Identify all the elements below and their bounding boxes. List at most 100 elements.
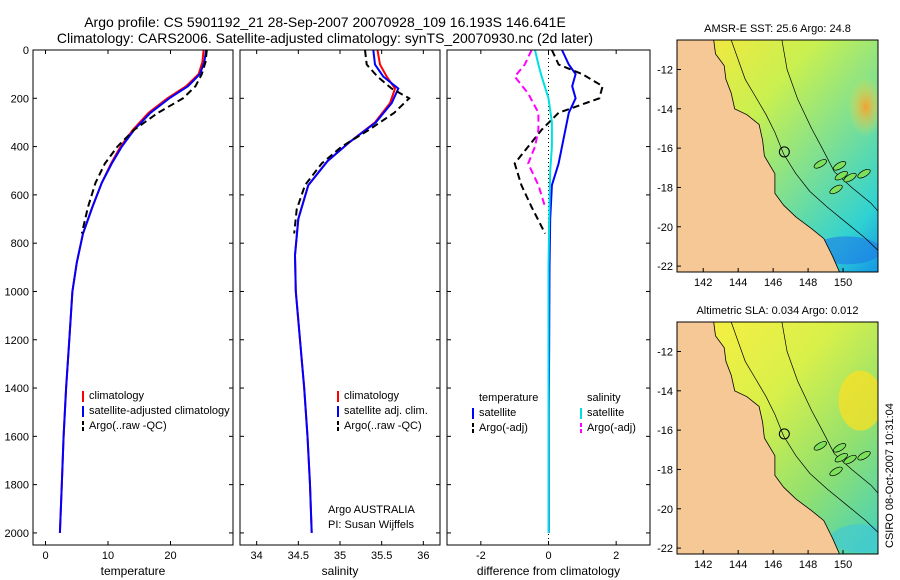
x-axis-label: difference from climatology <box>477 564 620 578</box>
series-line-salinity-satellite <box>534 49 553 533</box>
y-tick-label: 1000 <box>5 286 29 298</box>
legend-entry: satellite <box>479 407 516 419</box>
lon-tick-label: 148 <box>799 559 817 571</box>
x-axis-label: temperature <box>101 564 166 578</box>
map-title: AMSR-E SST: 25.6 Argo: 24.8 <box>704 23 851 35</box>
lon-tick-label: 146 <box>764 277 782 289</box>
axes-frame <box>32 49 234 546</box>
y-tick-label: 1800 <box>5 480 29 492</box>
x-tick-label: 10 <box>102 550 114 562</box>
legend-entry: Argo(-adj) <box>587 422 636 434</box>
reef-outline <box>857 168 871 179</box>
reef-outline <box>832 443 847 453</box>
reef-outline <box>832 161 847 171</box>
lat-tick-label: -16 <box>657 143 673 155</box>
x-tick-label: 36 <box>417 550 429 562</box>
x-tick-label: 2 <box>613 550 619 562</box>
x-tick-label: 34 <box>251 550 263 562</box>
lon-tick-label: 148 <box>799 277 817 289</box>
reef-outline <box>834 170 848 181</box>
map-panel-1: 142 144 146 148 150 -12 -14 -16 -18 -20 -22 AMSR-E … <box>657 23 879 289</box>
reef-outline <box>843 454 857 465</box>
plot-title-line1: Argo profile: CS 5901192_21 28-Sep-2007 … <box>84 14 566 30</box>
reef-outline <box>829 184 843 195</box>
isobath-deep <box>781 40 878 212</box>
legend-entry: Argo(..raw -QC) <box>89 420 167 432</box>
reef-outline <box>834 452 848 463</box>
isobath-shelf <box>730 322 878 533</box>
y-tick-label: 400 <box>11 142 29 154</box>
reef-outline <box>829 466 843 477</box>
y-tick-label: 1600 <box>5 431 29 443</box>
x-tick-label: 0 <box>545 550 551 562</box>
series-line-satellite-adjusted-climatology <box>58 49 208 533</box>
lon-tick-label: 150 <box>834 277 852 289</box>
x-axis-label: salinity <box>322 564 359 578</box>
lat-tick-label: -16 <box>657 425 673 437</box>
x-tick-label: 0 <box>42 550 48 562</box>
legend-entry: climatology <box>344 390 400 402</box>
land-mass <box>677 40 840 272</box>
legend-entry: climatology <box>89 390 145 402</box>
plot-title-line2: Climatology: CARS2006. Satellite-adjuste… <box>56 30 594 46</box>
lat-tick-label: -22 <box>657 543 673 555</box>
lat-tick-label: -20 <box>657 504 673 516</box>
lon-tick-label: 144 <box>729 559 747 571</box>
legend-entry: satellite-adjusted climatology <box>89 405 230 417</box>
y-tick-label: 0 <box>23 45 29 57</box>
map-frame <box>676 321 879 555</box>
y-tick-label: 800 <box>11 238 29 250</box>
series-line-climatology <box>58 49 205 533</box>
map-title: Altimetric SLA: 0.034 Argo: 0.012 <box>696 305 858 317</box>
lon-tick-label: 150 <box>834 559 852 571</box>
profile-panel-3: -2 0 2 difference from climatology temperatu… <box>446 49 651 578</box>
series-line-temperature-argo-adj- <box>513 49 604 234</box>
axes-frame <box>239 49 441 546</box>
profile-panel-1: 0 10 2002004006008001000120014001600180020… <box>5 45 234 578</box>
sla-low <box>830 524 878 553</box>
y-tick-label: 600 <box>11 190 29 202</box>
reef-outline <box>813 159 827 169</box>
legend-entry: Argo(-adj) <box>479 422 528 434</box>
lon-tick-label: 142 <box>694 277 712 289</box>
lat-tick-label: -12 <box>657 64 673 76</box>
legend-entry: Argo(..raw -QC) <box>344 420 422 432</box>
lat-tick-label: -20 <box>657 222 673 234</box>
x-tick-label: 20 <box>164 550 176 562</box>
series-line-argo-raw-qc- <box>293 49 411 234</box>
lat-tick-label: -18 <box>657 464 673 476</box>
x-tick-label: 35.5 <box>371 550 392 562</box>
reef-outline <box>843 172 857 183</box>
reef-outline <box>813 441 827 451</box>
legend-group-title: salinity <box>587 392 621 404</box>
lat-tick-label: -14 <box>657 386 673 398</box>
lon-tick-label: 144 <box>729 277 747 289</box>
csiro-timestamp: CSIRO 08-Oct-2007 10:31:04 <box>884 403 896 548</box>
argo-float-marker <box>778 146 790 158</box>
x-tick-label: 35 <box>334 550 346 562</box>
panel-annotation: PI: Susan Wijffels <box>328 519 414 531</box>
x-tick-label: 34.5 <box>288 550 309 562</box>
series-line-argo-raw-qc- <box>80 49 208 234</box>
lat-tick-label: -14 <box>657 104 673 116</box>
lat-tick-label: -18 <box>657 182 673 194</box>
x-tick-label: -2 <box>476 550 486 562</box>
reef-outline <box>857 450 871 461</box>
y-tick-label: 1200 <box>5 335 29 347</box>
land-mass <box>677 322 840 554</box>
legend-group-title: temperature <box>479 392 538 404</box>
lat-tick-label: -12 <box>657 346 673 358</box>
panel-annotation: Argo AUSTRALIA <box>328 504 415 516</box>
isobath-deep <box>781 322 878 494</box>
series-line-satellite-adj-clim- <box>293 49 400 533</box>
warm-anomaly <box>847 76 878 137</box>
argo-float-marker <box>778 428 790 440</box>
legend-entry: satellite <box>587 407 624 419</box>
series-line-climatology <box>293 49 397 533</box>
isobath-shelf <box>730 40 878 251</box>
lat-tick-label: -22 <box>657 261 673 273</box>
map-panel-2: 142 144 146 148 150 -12 -14 -16 -18 -20 -22 Altimet… <box>657 305 879 571</box>
lon-tick-label: 142 <box>694 559 712 571</box>
series-line-salinity-argo-adj- <box>513 49 547 208</box>
